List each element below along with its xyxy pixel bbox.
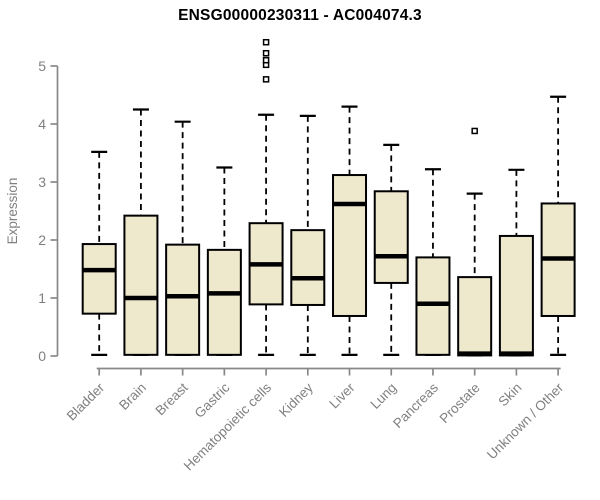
box-gastric (206, 166, 242, 356)
y-axis-tick-label: 0 (38, 348, 46, 364)
y-axis-title: Expression (5, 178, 20, 245)
x-axis-category-label: Lung (368, 380, 400, 412)
x-axis-category-label: Gastric (192, 380, 233, 421)
iqr-box (81, 243, 117, 315)
iqr-box (206, 248, 242, 356)
x-axis-category-label: Bladder (64, 380, 108, 424)
iqr-box (373, 190, 409, 284)
outlier-point (471, 127, 478, 135)
box-bladder (81, 150, 117, 356)
x-axis-category-label: Unknown / Other (484, 380, 567, 463)
iqr-box (290, 229, 326, 306)
box-lung (373, 143, 409, 356)
box-brain (123, 108, 159, 356)
outlier-point (262, 76, 270, 83)
box-prostate (457, 127, 493, 357)
outlier-point (262, 56, 270, 64)
x-axis-category-label: Kidney (276, 380, 316, 420)
box-hematopoietic-cells (248, 38, 284, 356)
box-kidney (290, 114, 326, 356)
x-axis-category-label: Prostate (437, 380, 483, 426)
iqr-box (165, 243, 201, 356)
box-pancreas (415, 168, 451, 356)
iqr-box (498, 234, 534, 357)
y-axis-tick-label: 5 (38, 58, 46, 74)
y-axis-tick-label: 3 (38, 174, 46, 190)
x-axis-category-label: Breast (153, 380, 191, 418)
box-liver (332, 105, 368, 356)
y-axis-tick-label: 2 (38, 232, 46, 248)
y-axis-tick-label: 4 (38, 116, 46, 132)
y-axis-tick-label: 1 (38, 290, 46, 306)
x-axis-category-label: Pancreas (390, 380, 441, 431)
box-skin (498, 168, 534, 357)
iqr-box (457, 276, 493, 357)
iqr-box (123, 214, 159, 356)
box-breast (165, 120, 201, 356)
outlier-point (262, 49, 270, 57)
iqr-box (415, 256, 451, 356)
x-axis-category-label: Liver (326, 380, 358, 412)
iqr-box (332, 174, 368, 317)
x-axis-category-label: Brain (116, 380, 149, 413)
chart-title: ENSG00000230311 - AC004074.3 (178, 7, 422, 24)
x-axis-category-label: Skin (495, 380, 524, 409)
outlier-point (262, 38, 270, 46)
box-unknown-other (540, 95, 576, 356)
